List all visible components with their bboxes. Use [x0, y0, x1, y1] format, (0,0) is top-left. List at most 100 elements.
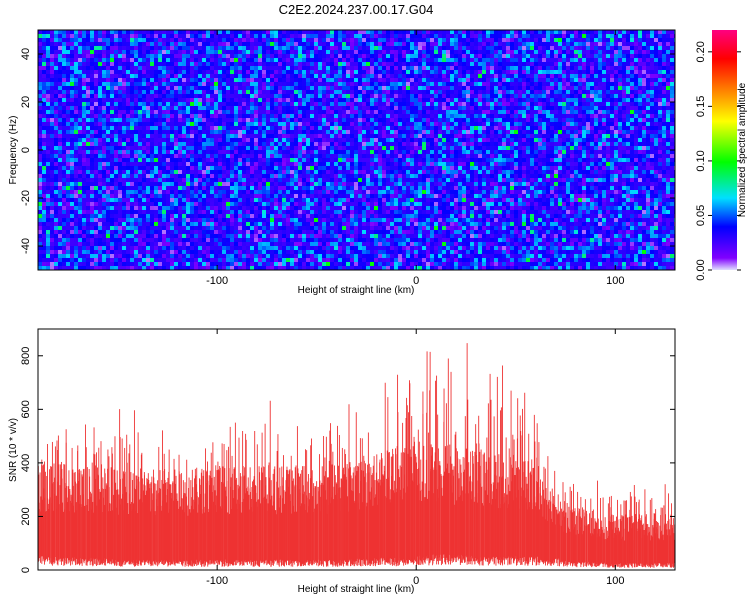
heatmap-cell	[502, 134, 506, 138]
heatmap-cell	[134, 62, 138, 66]
heatmap-cell	[438, 134, 442, 138]
heatmap-cell	[314, 46, 318, 50]
heatmap-cell	[270, 86, 274, 90]
heatmap-cell	[150, 154, 154, 158]
heatmap-cell	[402, 110, 406, 114]
heatmap-cell	[538, 34, 542, 38]
heatmap-cell	[270, 98, 274, 102]
heatmap-cell	[394, 102, 398, 106]
heatmap-cell	[518, 62, 522, 66]
heatmap-cell	[66, 34, 70, 38]
heatmap-cell	[178, 54, 182, 58]
heatmap-cell	[446, 54, 450, 58]
heatmap-cell	[226, 50, 230, 54]
heatmap-cell	[586, 58, 590, 62]
heatmap-cell	[246, 62, 250, 66]
heatmap-cell	[350, 122, 354, 126]
heatmap-cell	[670, 74, 674, 78]
heatmap-cell	[154, 126, 158, 130]
heatmap-cell	[590, 134, 594, 138]
heatmap-cell	[118, 78, 122, 82]
heatmap-cell	[462, 134, 466, 138]
heatmap-cell	[286, 90, 290, 94]
heatmap-cell	[382, 86, 386, 90]
heatmap-cell	[262, 50, 266, 54]
heatmap-cell	[478, 78, 482, 82]
heatmap-cell	[158, 38, 162, 42]
heatmap-cell	[602, 150, 606, 154]
heatmap-cell	[386, 94, 390, 98]
heatmap-cell	[510, 122, 514, 126]
heatmap-cell	[298, 98, 302, 102]
heatmap-cell	[446, 126, 450, 130]
heatmap-cell	[406, 118, 410, 122]
heatmap-cell	[138, 46, 142, 50]
heatmap-cell	[642, 110, 646, 114]
heatmap-cell	[94, 98, 98, 102]
heatmap-cell	[430, 94, 434, 98]
heatmap-cell	[346, 130, 350, 134]
heatmap-cell	[406, 146, 410, 150]
heatmap-cell	[546, 90, 550, 94]
heatmap-cell	[402, 146, 406, 150]
heatmap-cell	[262, 98, 266, 102]
heatmap-cell	[134, 58, 138, 62]
heatmap-cell	[518, 54, 522, 58]
heatmap-cell	[614, 110, 618, 114]
heatmap-cell	[414, 122, 418, 126]
heatmap-cell	[218, 42, 222, 46]
heatmap-cell	[142, 110, 146, 114]
heatmap-cell	[354, 42, 358, 46]
heatmap-cell	[110, 102, 114, 106]
heatmap-cell	[386, 42, 390, 46]
heatmap-cell	[202, 126, 206, 130]
heatmap-cell	[606, 42, 610, 46]
heatmap-cell	[494, 118, 498, 122]
heatmap-cell	[354, 150, 358, 154]
heatmap-cell	[170, 122, 174, 126]
heatmap-cell	[234, 74, 238, 78]
figure-title: C2E2.2024.237.00.17.G04	[279, 2, 434, 17]
heatmap-cell	[630, 110, 634, 114]
heatmap-cell	[146, 118, 150, 122]
heatmap-cell	[626, 114, 630, 118]
heatmap-cell	[198, 138, 202, 142]
heatmap-cell	[170, 82, 174, 86]
heatmap-cell	[102, 94, 106, 98]
heatmap-cell	[486, 62, 490, 66]
heatmap-cell	[510, 66, 514, 70]
heatmap-cell	[538, 54, 542, 58]
heatmap-cell	[114, 30, 118, 34]
heatmap-cell	[350, 58, 354, 62]
heatmap-cell	[66, 90, 70, 94]
heatmap-cell	[266, 118, 270, 122]
heatmap-cell	[374, 106, 378, 110]
heatmap-cell	[242, 146, 246, 150]
heatmap-cell	[370, 110, 374, 114]
heatmap-cell	[154, 46, 158, 50]
heatmap-cell	[630, 150, 634, 154]
heatmap-cell	[310, 130, 314, 134]
heatmap-cell	[450, 126, 454, 130]
heatmap-cell	[606, 150, 610, 154]
heatmap-cell	[418, 58, 422, 62]
heatmap-cell	[118, 110, 122, 114]
heatmap-cell	[634, 94, 638, 98]
heatmap-cell	[230, 90, 234, 94]
heatmap-cell	[670, 94, 674, 98]
heatmap-cell	[190, 42, 194, 46]
heatmap-cell	[614, 102, 618, 106]
heatmap-cell	[42, 30, 46, 34]
heatmap-cell	[482, 42, 486, 46]
heatmap-cell	[286, 86, 290, 90]
heatmap-cell	[378, 46, 382, 50]
heatmap-cell	[470, 106, 474, 110]
heatmap-cell	[166, 142, 170, 146]
heatmap-cell	[494, 58, 498, 62]
heatmap-cell	[38, 106, 42, 110]
heatmap-cell	[610, 102, 614, 106]
heatmap-cell	[146, 102, 150, 106]
heatmap-cell	[378, 54, 382, 58]
heatmap-cell	[286, 82, 290, 86]
heatmap-cell	[266, 82, 270, 86]
